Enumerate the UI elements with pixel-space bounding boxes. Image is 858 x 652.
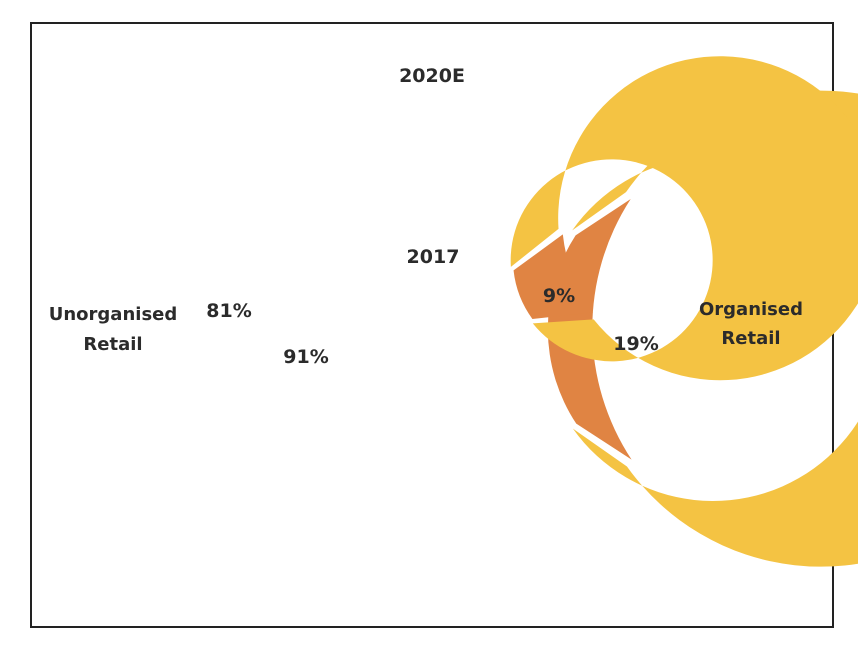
organised-retail-label-line2: Retail [721, 328, 780, 349]
inner-ring-2017 [510, 56, 858, 381]
outer-organised-value-label: 19% [613, 333, 658, 355]
outer-ring-title: 2020E [399, 65, 465, 87]
outer-unorganised-value-label: 81% [206, 300, 251, 322]
inner-organised-value-label: 9% [543, 285, 575, 307]
unorganised-retail-label-line2: Retail [83, 334, 142, 355]
unorganised-retail-label-line1: Unorganised [49, 304, 178, 325]
2017-unorganised-retail-slice [510, 56, 858, 381]
2017-organised-retail-slice [513, 234, 594, 320]
inner-unorganised-value-label: 91% [283, 346, 328, 368]
inner-ring-title: 2017 [407, 246, 460, 268]
organised-retail-label-line1: Organised [699, 299, 803, 320]
